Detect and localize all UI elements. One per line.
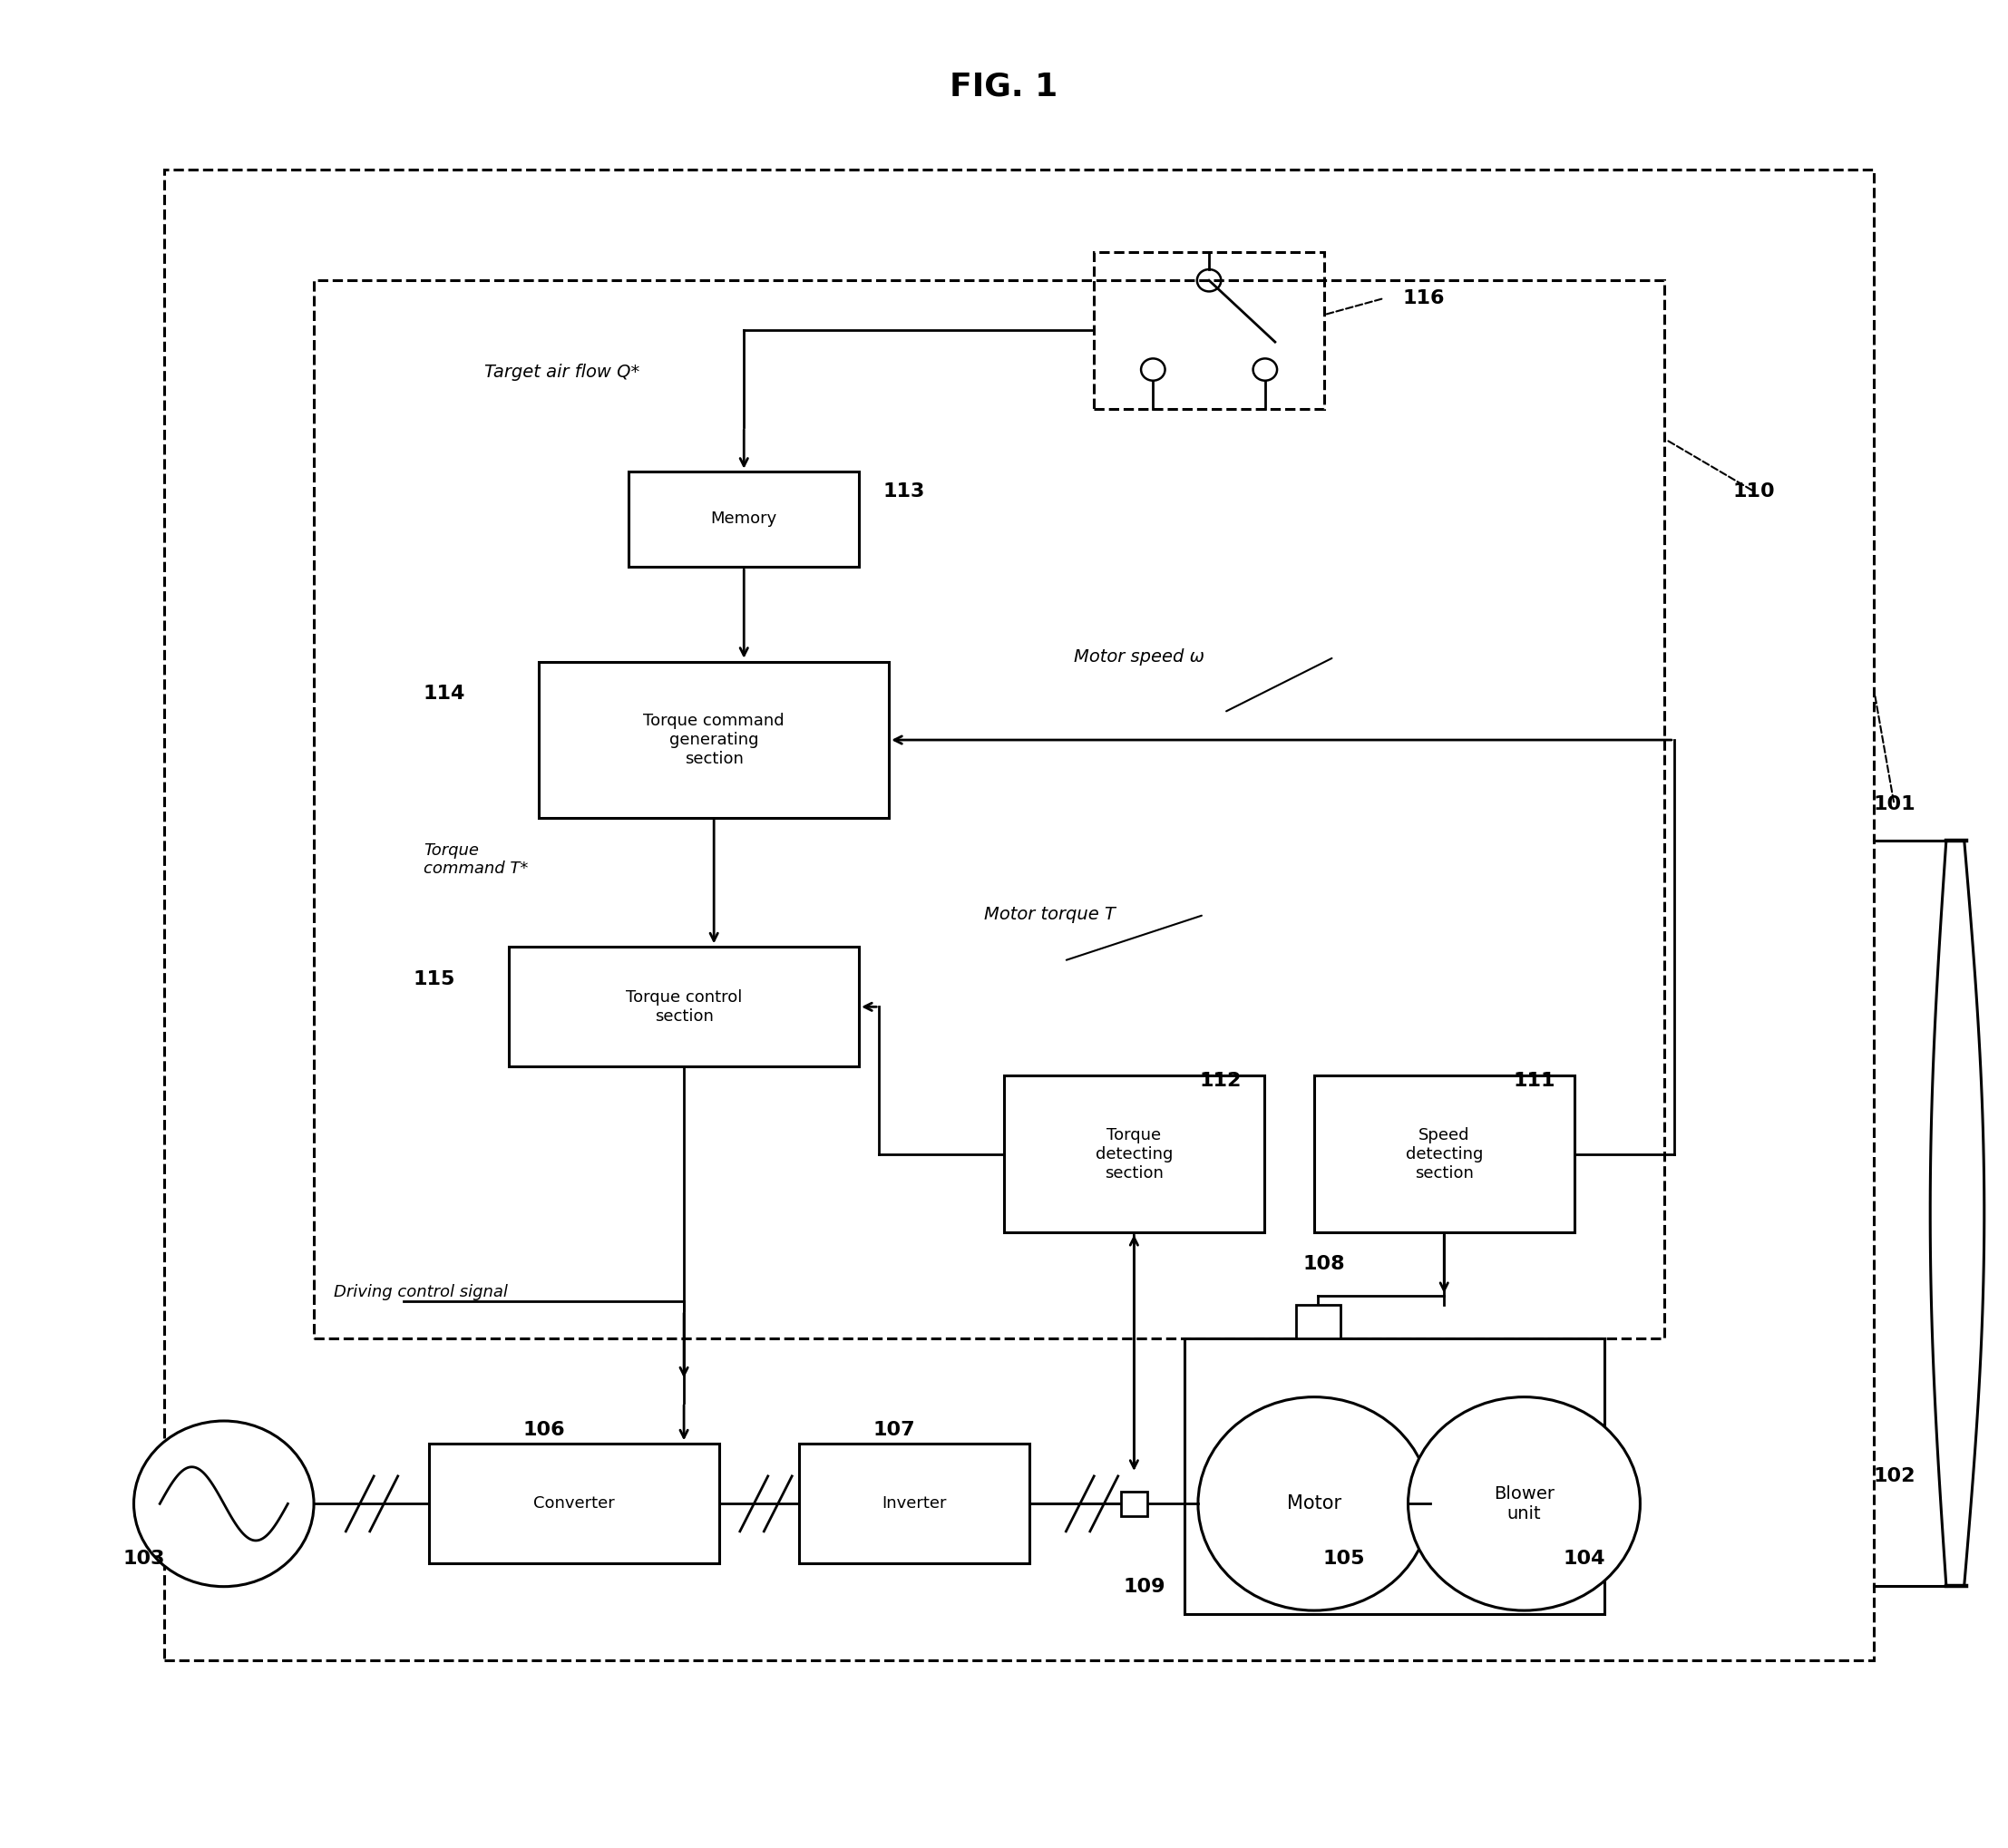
Text: Torque
detecting
section: Torque detecting section xyxy=(1094,1127,1173,1181)
FancyBboxPatch shape xyxy=(1185,1338,1604,1613)
FancyBboxPatch shape xyxy=(508,946,859,1066)
Text: Torque control
section: Torque control section xyxy=(626,989,743,1024)
Bar xyxy=(1295,1305,1339,1338)
FancyBboxPatch shape xyxy=(1313,1076,1574,1233)
Text: 114: 114 xyxy=(424,686,466,702)
Text: Motor: Motor xyxy=(1287,1495,1341,1514)
Text: Torque command
generating
section: Torque command generating section xyxy=(643,713,785,767)
Text: 115: 115 xyxy=(414,970,456,989)
Text: 110: 110 xyxy=(1733,482,1775,501)
Text: 116: 116 xyxy=(1404,288,1446,307)
FancyBboxPatch shape xyxy=(799,1443,1028,1563)
Text: 109: 109 xyxy=(1122,1578,1165,1595)
Text: 108: 108 xyxy=(1303,1255,1345,1273)
FancyBboxPatch shape xyxy=(629,471,859,567)
FancyBboxPatch shape xyxy=(1004,1076,1265,1233)
Text: 106: 106 xyxy=(522,1421,564,1440)
Circle shape xyxy=(1408,1397,1641,1610)
Text: 107: 107 xyxy=(873,1421,916,1440)
FancyBboxPatch shape xyxy=(538,662,890,819)
Text: Speed
detecting
section: Speed detecting section xyxy=(1406,1127,1482,1181)
Circle shape xyxy=(1199,1397,1430,1610)
Text: Target air flow Q*: Target air flow Q* xyxy=(484,364,639,381)
Text: FIG. 1: FIG. 1 xyxy=(950,72,1058,102)
Text: Inverter: Inverter xyxy=(882,1495,946,1512)
FancyBboxPatch shape xyxy=(430,1443,719,1563)
Text: Torque
command T*: Torque command T* xyxy=(424,843,528,878)
Text: 101: 101 xyxy=(1873,795,1916,813)
Text: 113: 113 xyxy=(884,482,926,501)
Circle shape xyxy=(135,1421,313,1587)
Text: 103: 103 xyxy=(122,1550,165,1567)
Text: Memory: Memory xyxy=(711,510,777,527)
Bar xyxy=(1120,1491,1147,1515)
Text: 105: 105 xyxy=(1323,1550,1365,1567)
Text: 102: 102 xyxy=(1873,1467,1916,1486)
Text: Motor speed ω: Motor speed ω xyxy=(1074,649,1205,665)
Text: 112: 112 xyxy=(1199,1072,1241,1090)
Text: Blower
unit: Blower unit xyxy=(1494,1486,1554,1523)
Text: 111: 111 xyxy=(1514,1072,1556,1090)
Text: Motor torque T: Motor torque T xyxy=(984,906,1114,924)
Text: 104: 104 xyxy=(1562,1550,1604,1567)
Text: Converter: Converter xyxy=(534,1495,614,1512)
Text: Driving control signal: Driving control signal xyxy=(333,1284,508,1301)
